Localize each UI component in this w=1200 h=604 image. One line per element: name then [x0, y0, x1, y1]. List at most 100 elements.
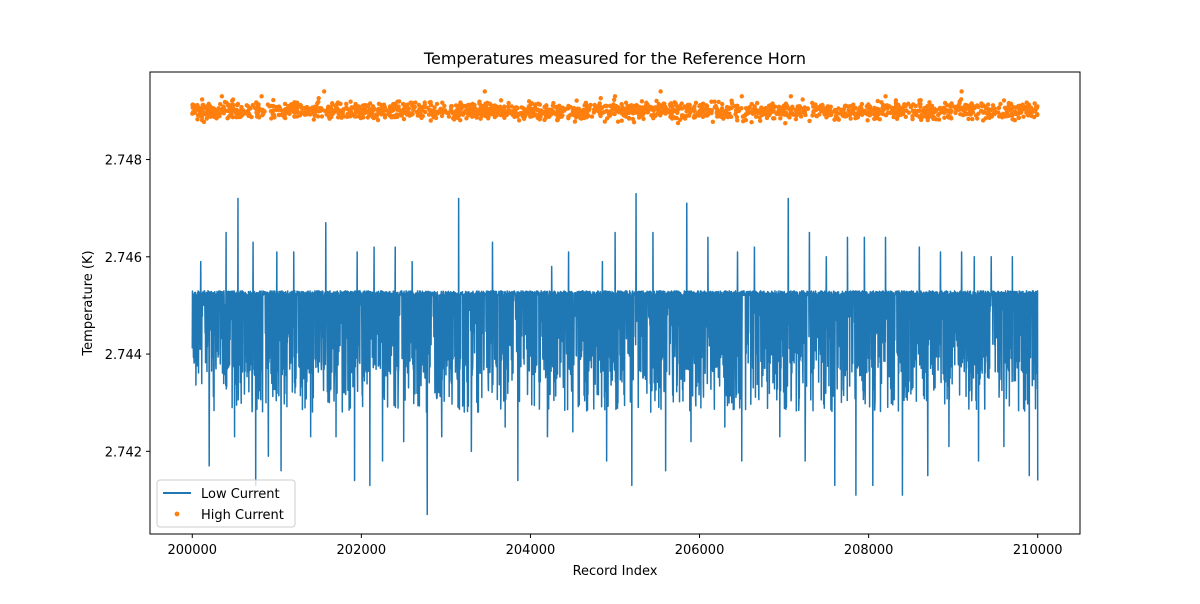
scatter-point	[914, 113, 919, 118]
scatter-point	[884, 112, 889, 118]
scatter-point	[287, 111, 292, 117]
scatter-point	[880, 109, 885, 115]
scatter-point	[543, 104, 549, 109]
y-axis-ticks: 2.742 2.744 2.746 2.748	[105, 154, 150, 460]
scatter-point	[797, 104, 802, 109]
scatter-point	[598, 111, 603, 117]
scatter-point	[207, 113, 212, 118]
scatter-point	[851, 102, 856, 107]
scatter-point	[404, 105, 409, 110]
plot-area	[190, 89, 1040, 516]
scatter-point	[888, 110, 893, 116]
scatter-point	[204, 116, 209, 121]
y-axis-label: Temperature (K)	[81, 250, 96, 356]
scatter-point	[625, 103, 631, 109]
scatter-point	[687, 102, 692, 108]
scatter-point	[810, 113, 815, 118]
series-line-low-current	[191, 192, 1039, 516]
scatter-point	[409, 112, 414, 117]
scatter-point	[641, 116, 646, 122]
scatter-point	[369, 112, 374, 117]
scatter-point	[252, 105, 258, 111]
scatter-point	[478, 105, 483, 110]
scatter-point	[926, 106, 931, 111]
scatter-point	[282, 101, 288, 107]
scatter-point	[315, 114, 321, 119]
scatter-point	[417, 112, 422, 118]
scatter-point	[623, 100, 629, 105]
scatter-point	[1001, 98, 1007, 103]
scatter-point	[1023, 107, 1029, 113]
scatter-point	[506, 100, 511, 106]
scatter-point	[779, 112, 785, 117]
scatter-point	[702, 113, 708, 118]
scatter-point	[239, 104, 244, 110]
scatter-point	[348, 109, 353, 114]
scatter-point	[472, 102, 477, 108]
scatter-point	[235, 101, 241, 107]
scatter-point	[646, 107, 651, 113]
scatter-point	[199, 97, 205, 102]
scatter-point	[246, 111, 252, 116]
scatter-point	[195, 113, 201, 118]
scatter-point	[228, 110, 233, 116]
scatter-point	[891, 114, 896, 120]
scatter-point	[948, 104, 954, 109]
scatter-point	[913, 103, 918, 109]
scatter-point	[608, 112, 613, 117]
scatter-point	[598, 96, 603, 101]
scatter-point	[576, 113, 581, 118]
scatter-point	[322, 108, 327, 113]
scatter-point	[543, 108, 549, 113]
scatter-point	[958, 105, 963, 111]
scatter-point	[481, 111, 487, 116]
scatter-point	[666, 110, 672, 115]
scatter-point	[314, 105, 320, 110]
scatter-point	[932, 106, 937, 112]
scatter-point	[286, 103, 291, 109]
scatter-point	[299, 109, 304, 115]
scatter-point	[382, 113, 388, 118]
scatter-point	[949, 108, 954, 114]
scatter-point	[442, 103, 447, 109]
scatter-point	[865, 118, 870, 123]
scatter-point	[1032, 101, 1037, 106]
scatter-point	[750, 111, 756, 116]
scatter-point	[200, 102, 206, 108]
scatter-point	[1017, 108, 1022, 114]
scatter-point	[975, 116, 980, 121]
scatter-point	[989, 114, 995, 119]
scatter-point	[807, 118, 812, 124]
scatter-point	[783, 121, 788, 126]
scatter-point	[1014, 111, 1019, 117]
scatter-point	[959, 89, 964, 94]
scatter-point	[927, 100, 932, 105]
scatter-point	[277, 105, 283, 111]
scatter-point	[683, 114, 689, 119]
scatter-point	[749, 119, 754, 125]
scatter-point	[798, 114, 804, 119]
scatter-point	[819, 109, 824, 114]
scatter-point	[271, 97, 276, 103]
scatter-point	[1035, 104, 1040, 109]
scatter-point	[199, 117, 205, 123]
scatter-point	[887, 104, 892, 109]
scatter-point	[260, 109, 265, 114]
scatter-point	[976, 111, 981, 116]
scatter-point	[846, 107, 851, 113]
scatter-point	[512, 114, 517, 120]
scatter-point	[764, 115, 770, 121]
scatter-point	[446, 114, 452, 119]
scatter-point	[611, 97, 617, 103]
scatter-point	[219, 94, 225, 99]
scatter-point	[710, 119, 716, 124]
scatter-point	[237, 111, 242, 116]
scatter-point	[583, 101, 589, 106]
scatter-point	[353, 101, 358, 107]
scatter-point	[230, 114, 236, 120]
scatter-point	[505, 104, 511, 110]
scatter-point	[733, 111, 738, 117]
scatter-point	[268, 109, 274, 114]
scatter-point	[723, 109, 729, 114]
x-tick-label: 204000	[506, 543, 556, 558]
